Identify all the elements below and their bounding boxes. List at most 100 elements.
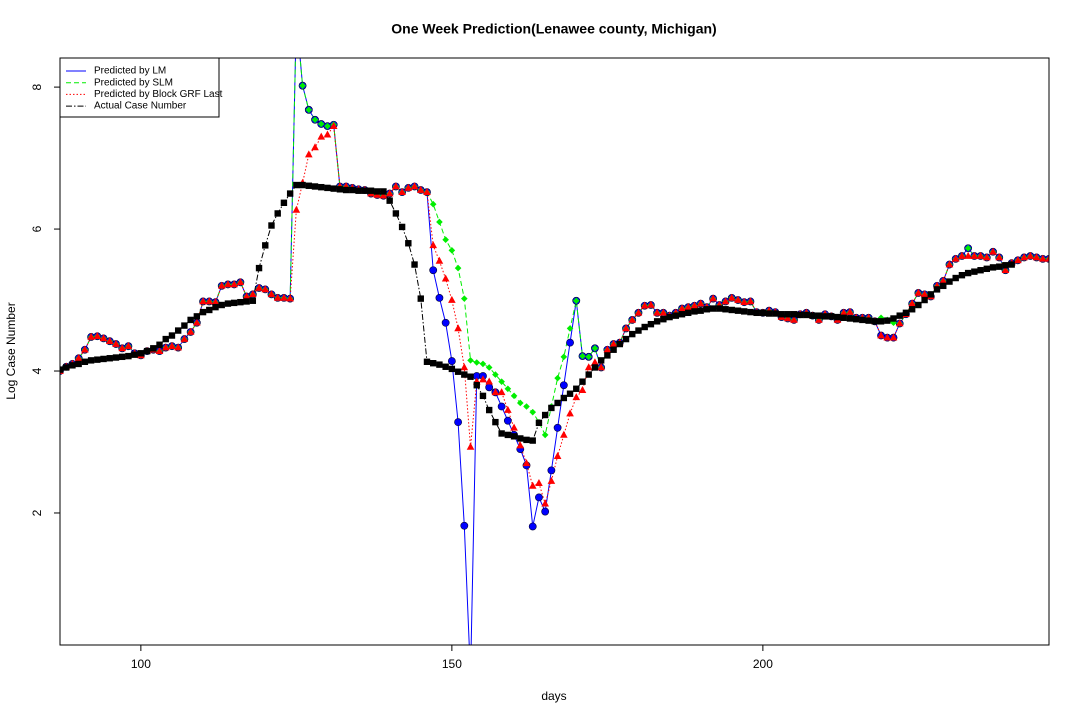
- point: [989, 264, 997, 271]
- y-axis-label: Log Case Number: [4, 302, 18, 399]
- point: [206, 306, 213, 314]
- point: [436, 361, 443, 368]
- point: [659, 308, 668, 316]
- point: [510, 423, 518, 431]
- point: [510, 392, 518, 400]
- point: [217, 281, 226, 289]
- point: [429, 266, 438, 275]
- point: [261, 285, 270, 293]
- point: [379, 191, 388, 199]
- point: [529, 408, 537, 416]
- point: [871, 318, 879, 325]
- point: [286, 190, 294, 197]
- point: [528, 522, 537, 531]
- point: [982, 253, 991, 261]
- point: [479, 392, 487, 400]
- point: [349, 186, 356, 194]
- point: [417, 295, 424, 302]
- point: [734, 307, 742, 314]
- point: [274, 210, 281, 217]
- point: [156, 341, 163, 348]
- point: [124, 341, 133, 349]
- point: [541, 507, 550, 516]
- point: [528, 481, 537, 489]
- point: [523, 436, 530, 444]
- point: [392, 210, 400, 217]
- point: [722, 306, 729, 313]
- point: [684, 302, 693, 310]
- point: [678, 304, 686, 312]
- point: [60, 366, 64, 373]
- y-tick-label: 8: [30, 83, 44, 90]
- point: [516, 441, 525, 449]
- point: [485, 364, 493, 371]
- point: [473, 382, 480, 389]
- x-axis-label: days: [541, 689, 566, 703]
- point: [579, 378, 586, 385]
- point: [187, 316, 194, 324]
- point: [548, 404, 555, 412]
- point: [218, 301, 225, 309]
- point: [168, 332, 176, 339]
- point: [430, 360, 437, 367]
- point: [454, 264, 462, 272]
- point: [939, 276, 948, 284]
- point: [224, 280, 232, 288]
- point: [734, 295, 742, 303]
- point: [398, 187, 406, 195]
- point: [180, 334, 189, 342]
- point: [193, 313, 201, 320]
- point: [890, 315, 897, 322]
- point: [560, 394, 568, 402]
- point: [324, 184, 331, 192]
- point: [610, 346, 617, 353]
- point: [87, 332, 95, 340]
- point: [1008, 261, 1015, 268]
- point: [448, 295, 456, 303]
- legend-label: Predicted by Block GRF Last: [94, 89, 223, 100]
- point: [199, 308, 207, 316]
- plot-frame: [59, 57, 1050, 646]
- point: [174, 327, 182, 334]
- point: [840, 314, 847, 321]
- point: [268, 222, 275, 229]
- point: [280, 199, 288, 206]
- point: [721, 297, 730, 305]
- point: [946, 278, 953, 285]
- point: [970, 251, 979, 259]
- point: [1001, 266, 1010, 274]
- point: [255, 283, 263, 291]
- point: [510, 433, 518, 440]
- point: [454, 324, 462, 332]
- point: [305, 106, 313, 114]
- point: [255, 264, 263, 272]
- point: [566, 390, 574, 397]
- point: [796, 311, 804, 319]
- y-tick-label: 6: [30, 225, 44, 232]
- point: [498, 430, 505, 437]
- point: [560, 430, 568, 438]
- legend-label: Predicted by LM: [94, 66, 166, 77]
- point: [385, 189, 394, 197]
- point: [964, 269, 972, 277]
- point: [585, 371, 592, 378]
- point: [790, 315, 798, 323]
- point: [336, 186, 344, 193]
- point: [951, 254, 960, 262]
- point: [293, 181, 300, 189]
- point: [765, 310, 773, 317]
- point: [846, 307, 854, 315]
- point: [839, 308, 848, 316]
- y-tick-label: 2: [30, 509, 44, 516]
- point: [566, 338, 574, 347]
- point: [622, 335, 630, 343]
- point: [131, 351, 138, 358]
- point: [559, 381, 568, 390]
- point: [491, 388, 500, 396]
- point: [199, 297, 207, 305]
- point: [405, 240, 412, 247]
- point: [691, 308, 698, 315]
- point: [118, 344, 127, 352]
